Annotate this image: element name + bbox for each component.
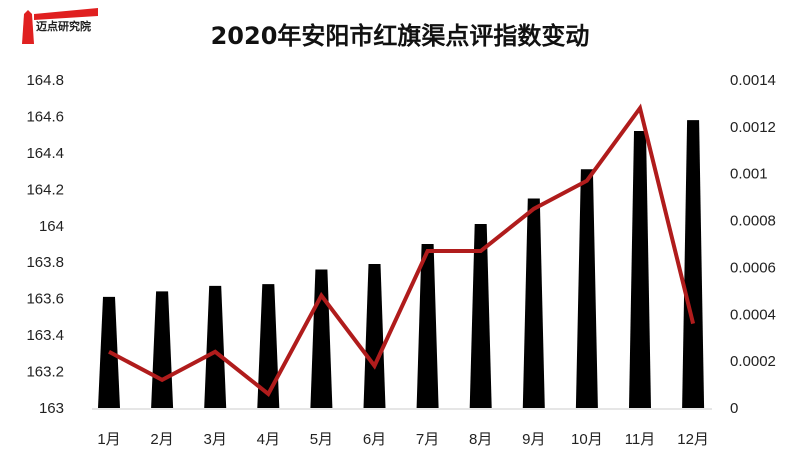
x-tick-label: 12月: [677, 431, 709, 448]
y-left-tick-label: 164.2: [26, 181, 64, 198]
bar: [416, 244, 439, 408]
y-right-tick-label: 0: [730, 400, 738, 417]
y-right-tick-label: 0.0014: [730, 72, 776, 89]
bar: [522, 198, 545, 408]
x-tick-label: 10月: [571, 431, 603, 448]
y-right-tick-label: 0.001: [730, 166, 768, 183]
x-tick-label: 6月: [363, 431, 386, 448]
chart-title: 2020年安阳市红旗渠点评指数变动: [210, 22, 590, 50]
x-tick-label: 5月: [310, 431, 333, 448]
y-right-tick-label: 0.0004: [730, 306, 776, 323]
bar: [682, 120, 705, 408]
y-right-tick-label: 0.0012: [730, 119, 776, 136]
x-tick-label: 8月: [469, 431, 492, 448]
x-tick-label: 1月: [97, 431, 120, 448]
x-tick-label: 11月: [625, 431, 656, 448]
y-left-tick-label: 163.8: [26, 254, 64, 271]
y-right-tick-label: 0.0008: [730, 213, 776, 230]
y-right-tick-label: 0.0002: [730, 353, 776, 370]
bar: [204, 285, 227, 408]
y-left-tick-label: 163.6: [26, 291, 64, 308]
x-tick-label: 2月: [150, 431, 173, 448]
x-tick-label: 4月: [257, 431, 280, 448]
y-right-tick-label: 0.0006: [730, 259, 776, 276]
logo: [22, 8, 98, 44]
bar: [469, 223, 492, 408]
bar: [151, 291, 174, 408]
bar: [629, 131, 651, 408]
bar: [363, 264, 386, 408]
y-left-tick-label: 164.6: [26, 108, 64, 125]
line-series: [108, 103, 696, 397]
logo-text: 迈点研究院: [36, 20, 91, 33]
y-left-tick-label: 163: [39, 400, 64, 417]
y-left-tick-label: 164.4: [26, 145, 64, 162]
x-tick-label: 9月: [522, 431, 545, 448]
y-left-tick-label: 163.4: [26, 327, 64, 344]
bar: [257, 284, 280, 408]
bar: [575, 169, 598, 408]
y-left-tick-label: 163.2: [26, 364, 64, 381]
bar: [310, 269, 333, 408]
x-tick-label: 3月: [204, 431, 227, 448]
x-tick-label: 7月: [416, 431, 439, 448]
y-left-tick-label: 164: [39, 218, 64, 235]
y-left-tick-label: 164.8: [26, 72, 64, 89]
